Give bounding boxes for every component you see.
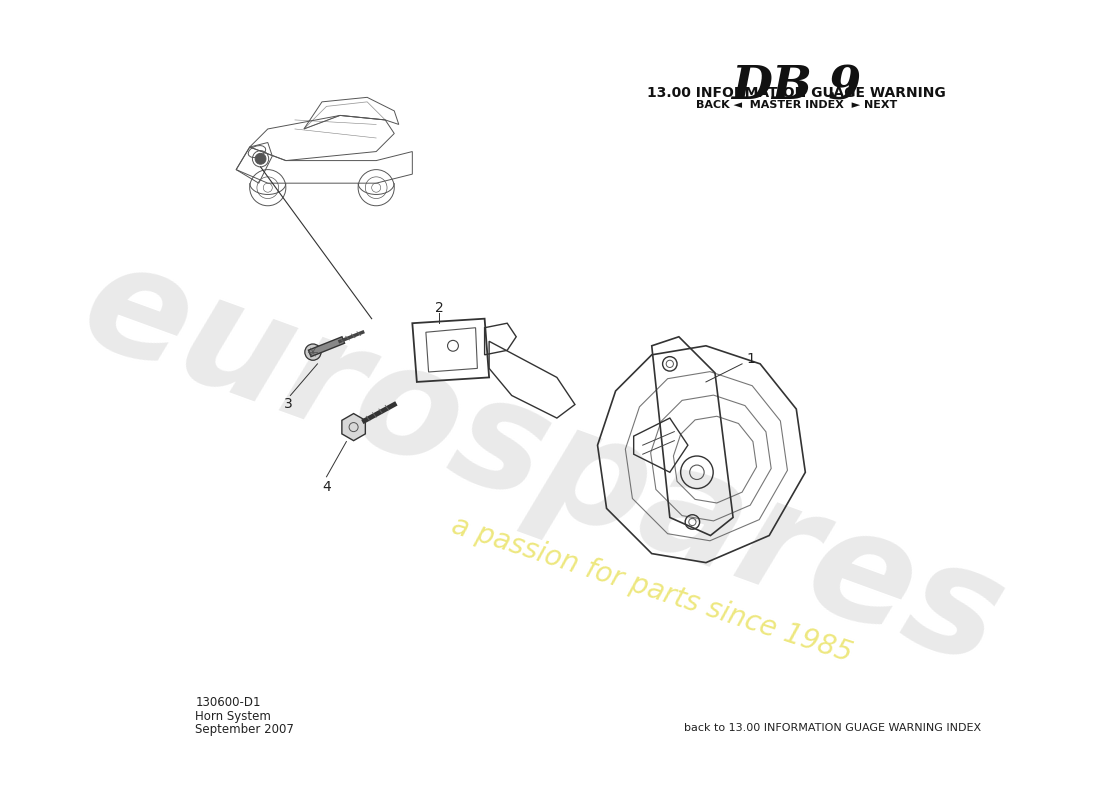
- Text: DB 9: DB 9: [732, 64, 861, 110]
- Text: BACK ◄  MASTER INDEX  ► NEXT: BACK ◄ MASTER INDEX ► NEXT: [695, 100, 896, 110]
- Circle shape: [255, 154, 266, 164]
- Text: back to 13.00 INFORMATION GUAGE WARNING INDEX: back to 13.00 INFORMATION GUAGE WARNING …: [684, 723, 981, 734]
- Text: a passion for parts since 1985: a passion for parts since 1985: [448, 511, 856, 668]
- Text: 2: 2: [436, 301, 443, 315]
- Polygon shape: [342, 414, 365, 441]
- Circle shape: [305, 344, 321, 360]
- Text: 1: 1: [747, 352, 756, 366]
- Text: 4: 4: [322, 479, 331, 494]
- Text: Horn System: Horn System: [196, 710, 272, 723]
- Text: 3: 3: [284, 398, 293, 411]
- Text: eurospares: eurospares: [64, 228, 1023, 698]
- Text: 13.00 INFORMATION GUAGE WARNING: 13.00 INFORMATION GUAGE WARNING: [647, 86, 946, 99]
- Text: 130600-D1: 130600-D1: [196, 696, 261, 710]
- Text: September 2007: September 2007: [196, 723, 295, 737]
